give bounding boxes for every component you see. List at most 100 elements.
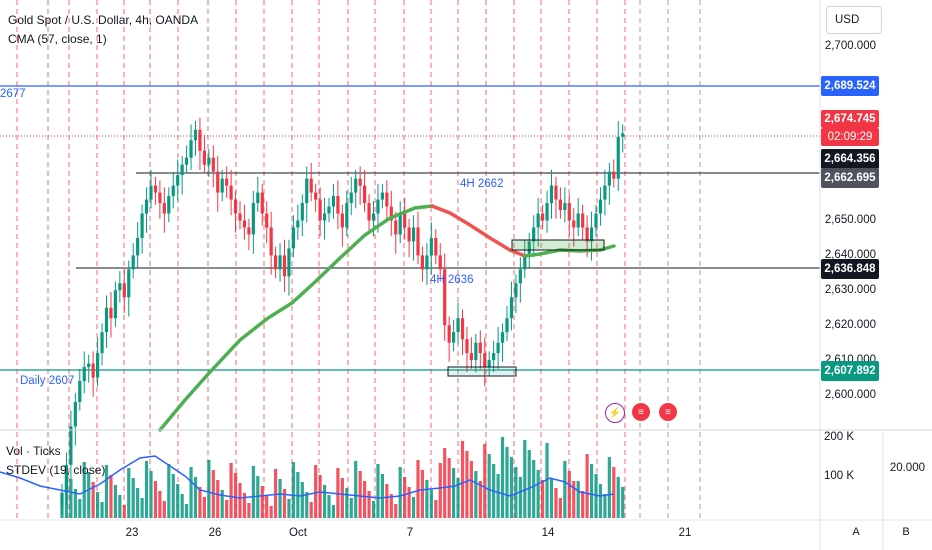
candle [363,169,367,212]
volume-bar [389,494,393,518]
candle-body [305,178,309,204]
candle-body [425,255,429,270]
candle-body [300,203,304,221]
time-axis-label: 26 [208,527,222,539]
volume-bar [621,487,625,518]
volume-bar [78,499,82,518]
auto-scale-button[interactable]: A [852,526,860,538]
volume-bar [514,467,518,518]
volume-bar [429,490,433,518]
candle [91,351,95,397]
volume-bar [478,481,482,518]
candle-body [127,269,131,298]
level-label-4h-2662: 4H 2662 [460,178,504,190]
price-tag-2636: 2,636.848 [821,259,879,279]
candle [549,169,554,219]
volume-bar [541,480,545,518]
volume-bar [171,474,175,518]
candle-body [527,241,531,256]
candle-body [598,199,603,214]
candle-body [616,136,620,179]
candle [318,187,322,237]
candle [532,215,536,258]
volume-bar [122,505,126,518]
candle [354,169,358,209]
volume-bar [180,494,184,518]
candle [233,190,238,233]
candle [322,197,327,240]
candle-body [336,196,340,214]
volume-bar [69,479,73,518]
volume-bar [96,492,100,518]
us-flag-icon[interactable]: ≡ [632,403,650,421]
volume-bar [403,477,407,518]
volume-bar [242,493,247,518]
candle [109,292,113,338]
stdev-indicator-label[interactable]: STDEV (19, close) [6,463,106,477]
candle [621,124,625,153]
candle [96,337,100,387]
volume-bar [149,471,153,518]
candle [447,316,451,362]
candle-body [225,178,229,186]
candle-body [434,237,438,256]
candle [274,246,278,279]
candle-body [349,192,353,204]
candle-body [274,255,278,270]
volume-bar [345,488,349,518]
volume-bar [247,503,251,518]
volume-bar [487,454,491,518]
candle [153,176,158,205]
candle-body [429,237,433,256]
candle [416,211,420,265]
volume-bar [585,454,589,518]
volume-bar [536,470,540,518]
volume-bar [425,480,429,518]
candle [465,326,469,373]
candle [82,351,86,394]
candle-body [443,269,447,326]
volume-bar [527,450,531,518]
volume-bar [91,482,95,518]
us-flag-icon[interactable]: ≡ [659,403,677,421]
candle [558,187,562,219]
volume-bar [198,487,202,518]
price-tick: 2,700.000 [824,40,876,52]
volume-bar [394,504,398,518]
volume-bar [318,475,322,518]
candle-body [265,213,269,228]
candle-body [193,129,198,141]
volume-bar [309,502,313,518]
volume-bar [443,448,447,518]
volume-bar [572,481,576,518]
candle [282,239,287,293]
lightning-icon[interactable]: ⚡ [605,403,625,423]
zone-box-2607 [447,366,517,377]
volume-bar [465,451,469,518]
currency-button[interactable]: USD [826,6,882,34]
candle [198,117,202,170]
volume-bar [554,488,558,518]
volume-bar [158,491,162,518]
candle-body [545,203,549,221]
volume-bar [598,484,603,518]
candle [612,159,616,188]
volume-bar [376,464,380,518]
candle-body [411,227,416,242]
cma-indicator-label[interactable]: CMA (57, close, 1) [8,32,107,46]
volume-bar [589,464,594,518]
volume-bar [483,444,487,518]
candle-body [331,196,336,207]
candle [438,243,442,282]
symbol-title: Gold Spot / U.S. Dollar, 4h, OANDA [8,13,199,27]
log-scale-button[interactable]: B [902,526,910,538]
candle [113,281,117,327]
candle-body [389,206,393,221]
candle-body [456,318,460,333]
candle-body [318,199,322,221]
candle-body [563,203,567,211]
candle-body [376,199,380,214]
volume-indicator-label[interactable]: Vol · Ticks [6,444,61,458]
volume-bar [438,463,442,518]
